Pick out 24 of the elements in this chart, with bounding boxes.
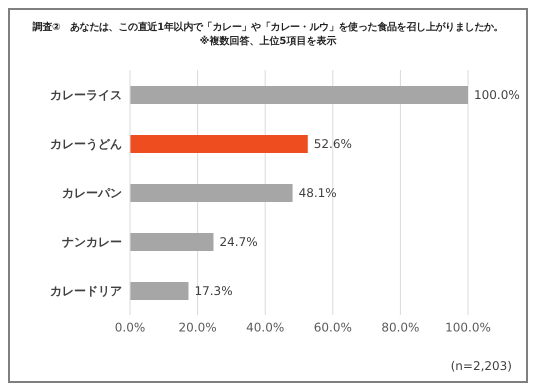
x-tick-label: 20.0% <box>178 320 217 335</box>
x-tick-label: 60.0% <box>314 320 352 335</box>
y-tick-label: カレーパン <box>62 186 122 200</box>
data-label: 48.1% <box>298 186 337 200</box>
bar <box>130 282 188 300</box>
y-tick-label: カレードリア <box>50 284 122 298</box>
chart-title: 調査② あなたは、この直近1年以内で「カレー」や「カレー・ルウ」を使った食品を召し上がりましたか。 <box>32 20 504 34</box>
data-label: 24.7% <box>219 235 258 249</box>
x-tick-label: 100.0% <box>445 320 491 335</box>
x-tick-label: 80.0% <box>381 320 420 335</box>
y-tick-label: カレーライス <box>50 88 122 102</box>
x-tick-label: 0.0% <box>114 320 146 335</box>
data-label: 52.6% <box>314 137 352 151</box>
y-tick-label: ナンカレー <box>62 234 122 249</box>
bar <box>130 135 308 153</box>
data-label: 100.0% <box>474 88 520 102</box>
y-tick-label: カレーうどん <box>50 136 122 151</box>
data-label: 17.3% <box>194 284 233 298</box>
x-tick-label: 40.0% <box>246 320 284 335</box>
text: (n=2,203) <box>450 359 512 373</box>
bar <box>130 86 468 104</box>
bar <box>130 233 214 251</box>
bar <box>130 184 293 202</box>
chart-subtitle: ※複数回答、上位5項目を表示 <box>198 34 338 48</box>
